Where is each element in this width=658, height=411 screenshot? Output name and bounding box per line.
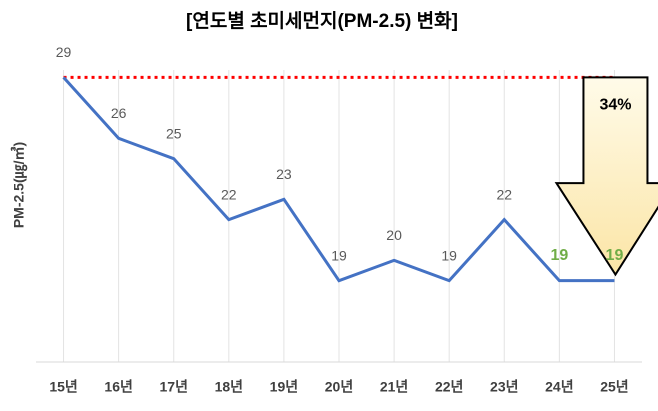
x-tick-label: 20년 (325, 379, 353, 395)
x-tick-label: 22년 (435, 379, 463, 395)
data-label: 19 (550, 247, 568, 264)
data-label: 23 (276, 166, 292, 182)
x-tick-label: 17년 (160, 379, 188, 395)
x-tick-label: 25년 (600, 379, 628, 395)
data-label: 19 (441, 247, 457, 263)
annotation: 34% (599, 97, 631, 114)
chart-title: [연도별 초미세먼지(PM-2.5) 변화] (186, 10, 458, 32)
x-tick-label: 15년 (49, 379, 77, 395)
x-tick-label: 23년 (490, 379, 518, 395)
data-label: 19 (606, 247, 624, 264)
data-label: 22 (221, 186, 237, 202)
line (62, 76, 615, 283)
data-label: 25 (166, 125, 182, 141)
x-tick-label: 21년 (380, 379, 408, 395)
x-tick-label: 18년 (215, 379, 243, 395)
data-label: 20 (386, 227, 402, 243)
x-tick-label: 24년 (545, 379, 573, 395)
arrow-shape (554, 76, 658, 277)
data-label: 22 (496, 186, 512, 202)
x-tick-label: 19년 (270, 379, 298, 395)
x-tick-label: 16년 (104, 379, 132, 395)
y-axis-label: PM-2.5(㎍/㎥) (11, 142, 29, 228)
data-label: 26 (111, 105, 127, 121)
data-label: 19 (331, 247, 347, 263)
data-label: 29 (56, 44, 72, 60)
